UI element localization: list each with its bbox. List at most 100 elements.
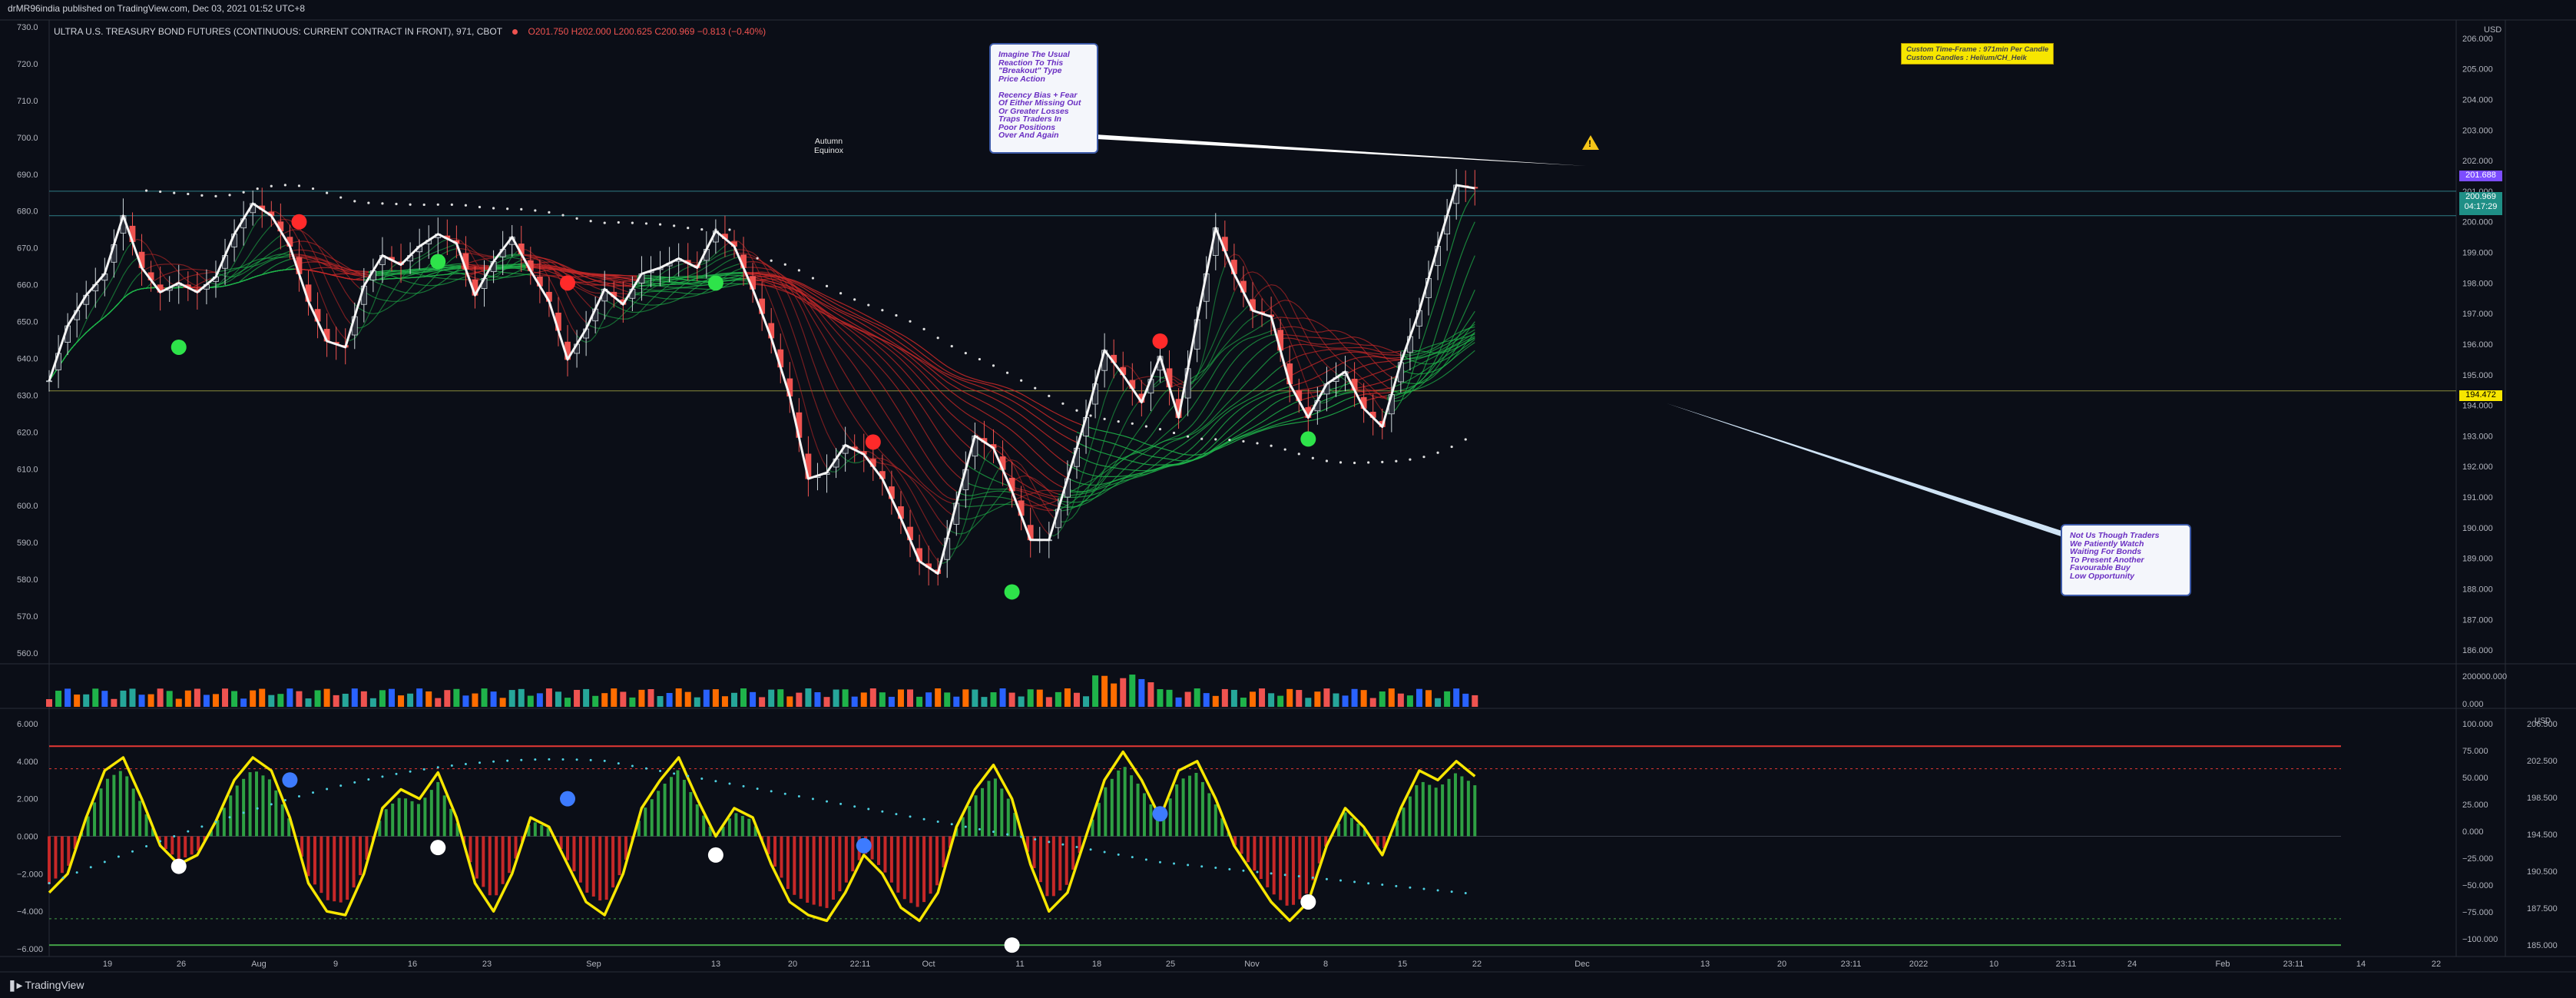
x-axis-tick: 24 — [2127, 960, 2137, 969]
trend-dot — [1242, 439, 1245, 443]
volume-bar — [1111, 683, 1117, 707]
trend-dot — [1464, 438, 1467, 441]
osc-histogram-bar — [125, 776, 129, 837]
osc-histogram-bar — [1181, 778, 1185, 837]
x-axis-tick: 16 — [408, 960, 417, 969]
osc-histogram-bar — [1207, 793, 1211, 837]
volume-bar — [592, 695, 599, 707]
volume-bar — [1305, 698, 1312, 707]
osc-histogram-bar — [203, 836, 207, 841]
volume-bar — [972, 689, 978, 707]
osc-histogram-bar — [961, 817, 965, 837]
x-axis-tick: 23:11 — [2056, 960, 2077, 969]
osc-slow-dot — [728, 782, 731, 785]
osc-slow-dot — [839, 802, 843, 805]
ma-ribbon-line — [290, 254, 369, 276]
osc-histogram-bar — [740, 816, 744, 837]
osc-histogram-bar — [1117, 770, 1121, 837]
osc-slow-dot — [1103, 850, 1106, 854]
x-axis-tick: 20 — [788, 960, 797, 969]
osc-histogram-bar — [1447, 778, 1451, 837]
volume-bar — [138, 695, 145, 707]
volume-bar — [472, 693, 478, 707]
osc-histogram-bar — [1142, 793, 1146, 837]
trend-dot — [492, 207, 495, 210]
ma-ribbon-line — [456, 243, 489, 262]
volume-bar — [268, 695, 275, 707]
osc-histogram-bar — [190, 836, 194, 855]
osc-histogram-bar — [248, 772, 252, 837]
ma-ribbon-line — [743, 273, 1078, 433]
osc-slow-dot — [826, 800, 829, 803]
osc-left-axis-tick: −2.000 — [17, 870, 43, 879]
osc-slow-dot — [1297, 875, 1300, 878]
osc-histogram-bar — [164, 836, 167, 850]
x-axis-tick: 23:11 — [1841, 960, 1862, 969]
volume-bar — [1369, 698, 1376, 707]
trend-dot — [297, 184, 301, 187]
trend-dot — [839, 292, 843, 295]
ma-ribbon-line — [724, 240, 828, 469]
osc-histogram-bar — [611, 836, 615, 888]
osc-slow-dot — [783, 792, 786, 795]
osc-histogram-bar — [151, 828, 155, 837]
osc-histogram-bar — [1097, 802, 1101, 837]
volume-bar — [638, 689, 645, 707]
ma-ribbon-line — [141, 264, 207, 281]
volume-bar — [833, 689, 839, 707]
osc-histogram-bar — [378, 821, 382, 837]
osc-slow-dot — [742, 784, 745, 787]
ma-ribbon-line — [733, 252, 948, 529]
trend-dot — [1117, 419, 1120, 423]
ma-ribbon-line — [1183, 305, 1249, 383]
ma-ribbon-line — [516, 249, 578, 336]
ma-ribbon-line — [1382, 192, 1475, 415]
osc-slow-dot — [422, 768, 425, 771]
warning-icon[interactable]: ! — [1582, 135, 1599, 150]
ma-ribbon-line — [1354, 386, 1392, 393]
osc-slow-dot — [659, 770, 662, 773]
ma-ribbon-line — [456, 248, 494, 257]
ma-ribbon-line — [349, 243, 457, 329]
osc-slow-dot — [1242, 869, 1245, 872]
osc-histogram-bar — [702, 815, 706, 837]
volume-bar — [1194, 688, 1200, 707]
osc-histogram-bar — [695, 804, 699, 837]
volume-bar — [240, 698, 247, 707]
volume-bar — [1268, 693, 1275, 707]
x-axis-tick: 11 — [1015, 960, 1024, 969]
x-axis-tick: Sep — [586, 960, 601, 969]
ma-ribbon-line — [632, 282, 749, 291]
osc-histogram-bar — [955, 828, 959, 837]
ma-ribbon-line — [270, 218, 351, 324]
osc-histogram-bar — [1382, 836, 1386, 849]
ma-ribbon-line — [1053, 386, 1128, 523]
volume-bar — [583, 688, 590, 707]
trend-dot — [1200, 437, 1204, 440]
x-axis-tick: 2022 — [1909, 960, 1928, 969]
osc-histogram-bar — [1175, 784, 1179, 837]
volume-bar — [1018, 696, 1025, 707]
trend-dot — [367, 201, 370, 204]
trend-dot — [1283, 448, 1286, 451]
osc-histogram-bar — [942, 836, 945, 867]
osc-histogram-bar — [93, 802, 97, 837]
osc-histogram-bar — [572, 836, 576, 872]
volume-bar — [805, 688, 812, 707]
volume-bar — [1036, 689, 1043, 707]
osc-histogram-bar — [806, 836, 810, 903]
volume-bar — [222, 688, 229, 707]
osc-signal-dot — [560, 791, 576, 807]
osc-histogram-bar — [883, 836, 887, 873]
trend-dot — [478, 205, 482, 209]
tradingview-brand[interactable]: ❚▸ TradingView — [8, 979, 84, 992]
ma-ribbon-line — [748, 283, 966, 465]
osc-histogram-bar — [300, 836, 304, 857]
currency-label: USD — [2484, 25, 2502, 35]
trend-dot — [1297, 453, 1300, 456]
volume-bar — [508, 690, 515, 707]
volume-bar — [462, 695, 469, 707]
osc-histogram-bar — [287, 818, 291, 837]
trend-dot — [700, 228, 704, 231]
